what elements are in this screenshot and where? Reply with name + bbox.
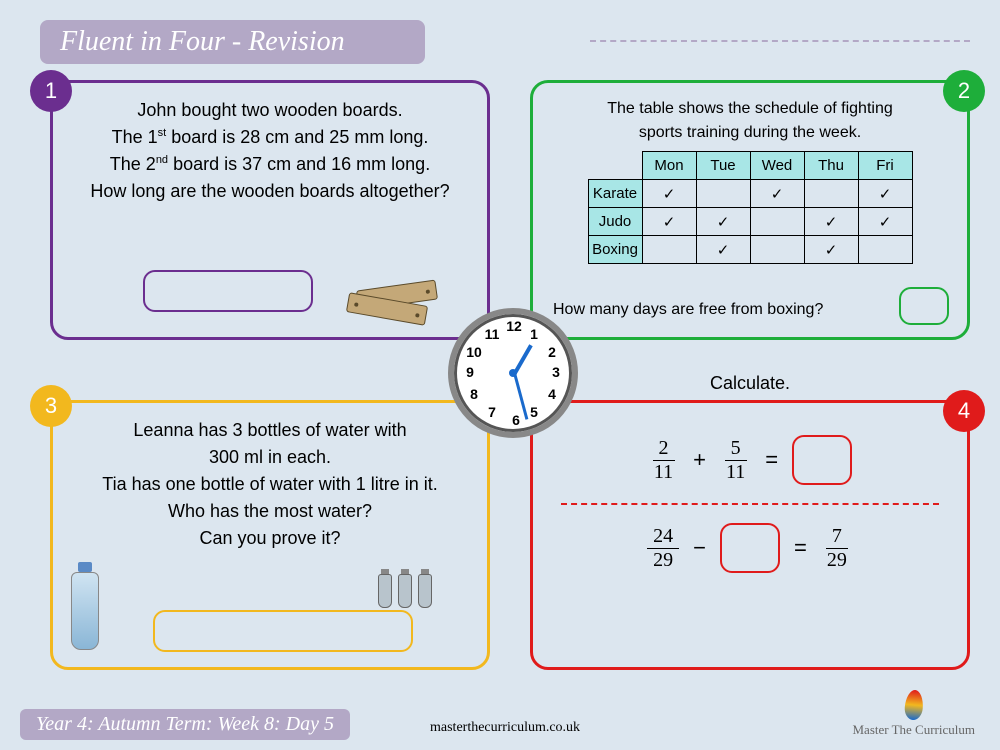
question-3-panel: Leanna has 3 bottles of water with300 ml…	[50, 400, 490, 670]
schedule-table: MonTueWedThuFri Karate✓✓✓ Judo✓✓✓✓ Boxin…	[588, 151, 913, 264]
badge-4: 4	[943, 390, 985, 432]
clock-icon: 1212 345 678 91011	[448, 308, 578, 438]
badge-1: 1	[30, 70, 72, 112]
badge-2: 2	[943, 70, 985, 112]
divider-dash	[561, 503, 939, 505]
q2-answer-box[interactable]	[899, 287, 949, 325]
table-row: Boxing✓✓	[588, 236, 912, 264]
small-bottles-icon	[378, 569, 432, 609]
q2-intro: The table shows the schedule of fighting…	[551, 97, 949, 145]
q2-question: How many days are free from boxing?	[553, 301, 823, 319]
wooden-boards-icon	[347, 285, 437, 319]
equation-2: 2429 − = 729	[551, 523, 949, 573]
q1-line4: How long are the wooden boards altogethe…	[71, 178, 469, 205]
brand-logo: Master The Curriculum	[852, 690, 975, 738]
q1-line3: The 2nd board is 37 cm and 16 mm long.	[71, 151, 469, 178]
table-row: Judo✓✓✓✓	[588, 208, 912, 236]
question-2-panel: The table shows the schedule of fighting…	[530, 80, 970, 340]
q4-title: Calculate.	[533, 373, 967, 394]
equation-1: 211 + 511 =	[551, 435, 949, 485]
q1-line1: John bought two wooden boards.	[71, 97, 469, 124]
table-header-row: MonTueWedThuFri	[588, 152, 912, 180]
q1-text: John bought two wooden boards. The 1st b…	[71, 97, 469, 205]
eq2-answer-box[interactable]	[720, 523, 780, 573]
eq1-answer-box[interactable]	[792, 435, 852, 485]
badge-3: 3	[30, 385, 72, 427]
decorative-dash	[590, 40, 970, 42]
large-bottle-icon	[71, 562, 99, 652]
question-1-panel: John bought two wooden boards. The 1st b…	[50, 80, 490, 340]
q3-answer-box[interactable]	[153, 610, 413, 652]
q3-text: Leanna has 3 bottles of water with300 ml…	[71, 417, 469, 552]
question-4-panel: Calculate. 211 + 511 = 2429 − = 729	[530, 400, 970, 670]
q1-line2: The 1st board is 28 cm and 25 mm long.	[71, 124, 469, 151]
footer-url: masterthecurriculum.co.uk	[430, 720, 580, 736]
page-title: Fluent in Four - Revision	[40, 20, 425, 64]
flame-icon	[903, 689, 924, 720]
q1-answer-box[interactable]	[143, 270, 313, 312]
footer-label: Year 4: Autumn Term: Week 8: Day 5	[20, 709, 350, 740]
table-row: Karate✓✓✓	[588, 180, 912, 208]
